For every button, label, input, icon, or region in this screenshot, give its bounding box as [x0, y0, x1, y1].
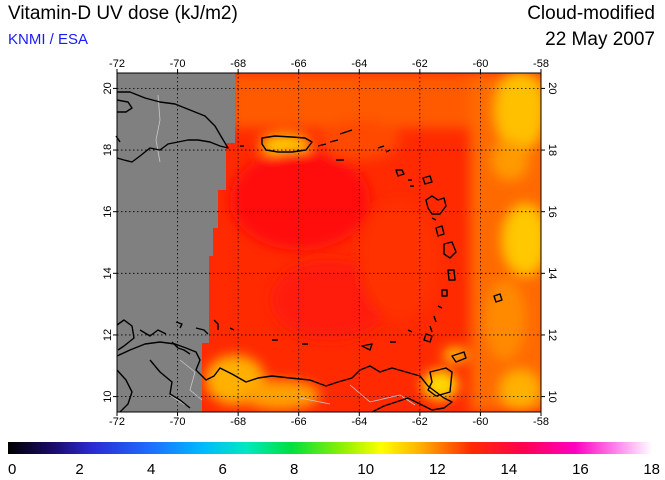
coast-dominica [435, 225, 445, 237]
colorbar-tick-label: 16 [572, 461, 589, 478]
lon-label-top: -64 [351, 58, 367, 70]
colorbar-tick-label: 12 [429, 461, 446, 478]
lon-label-top: -70 [170, 58, 186, 70]
coast-bonaire [213, 319, 219, 330]
lat-label-right: 12 [546, 329, 558, 341]
lon-label-top: -68 [230, 58, 246, 70]
coast-puerto-rico [261, 135, 313, 153]
country-borders [155, 94, 416, 406]
lat-lon-grid [117, 73, 541, 412]
map-title: Vitamin-D UV dose (kJ/m2) [8, 3, 238, 24]
colorbar-labels: 0 2 4 6 8 10 12 14 16 18 [8, 461, 660, 478]
lon-label-bottom: -72 [109, 416, 125, 428]
coast-trinidad [427, 367, 453, 397]
coast-martinique [443, 241, 457, 259]
coast-guadeloupe [425, 195, 447, 215]
lon-label-top: -58 [533, 58, 549, 70]
coast-margarita [361, 343, 373, 351]
coast-st-vincent [441, 289, 448, 297]
product-label: Cloud-modified [527, 3, 655, 24]
credit-label: KNMI / ESA [8, 31, 89, 48]
date-label: 22 May 2007 [545, 29, 655, 50]
lon-label-bottom: -66 [291, 416, 307, 428]
axis-tick-labels: -72 -72 -70 -70 -68 -68 -66 -66 -64 -64 -62 -62 -60 -… [102, 58, 558, 428]
lat-label-left: 10 [102, 390, 114, 402]
dose-field [117, 73, 541, 412]
lat-label-right: 14 [546, 267, 558, 279]
lon-label-top: -72 [109, 58, 125, 70]
lon-label-bottom: -62 [412, 416, 428, 428]
colorbar-tick-label: 10 [357, 461, 374, 478]
coast-virgin-islands [317, 129, 353, 161]
colorbar [8, 442, 652, 454]
lon-label-bottom: -70 [170, 416, 186, 428]
coast-grenada [423, 333, 433, 343]
lat-label-right: 10 [546, 390, 558, 402]
lat-label-left: 16 [102, 206, 114, 218]
coast-aruba [175, 321, 183, 329]
colorbar-tick-label: 6 [218, 461, 226, 478]
lon-label-top: -66 [291, 58, 307, 70]
lat-label-left: 14 [102, 267, 114, 279]
lat-label-left: 18 [102, 144, 114, 156]
dose-field-variation [205, 73, 541, 412]
colorbar-tick-label: 8 [290, 461, 298, 478]
lat-label-left: 12 [102, 329, 114, 341]
lon-label-bottom: -60 [472, 416, 488, 428]
coast-anguilla-stmartin [377, 145, 391, 153]
coast-tobago [451, 351, 467, 363]
colorbar-tick-label: 18 [643, 461, 660, 478]
lon-label-bottom: -58 [533, 416, 549, 428]
lat-label-right: 18 [546, 144, 558, 156]
coast-antigua [422, 175, 433, 185]
colorbar-tick-label: 0 [8, 461, 16, 478]
lat-label-left: 20 [102, 82, 114, 94]
lon-label-bottom: -64 [351, 416, 367, 428]
axis-ticks [113, 69, 545, 416]
colorbar-tick-label: 4 [147, 461, 155, 478]
lon-label-top: -62 [412, 58, 428, 70]
lat-label-right: 16 [546, 206, 558, 218]
coast-south-america [116, 319, 453, 413]
map-frame [116, 72, 542, 413]
coast-curacao [195, 327, 209, 335]
lon-label-bottom: -68 [230, 416, 246, 428]
colorbar-tick-label: 14 [501, 461, 518, 478]
coast-st-lucia [447, 269, 456, 281]
lon-label-top: -60 [472, 58, 488, 70]
colorbar-tick-label: 2 [75, 461, 83, 478]
no-data-region [117, 73, 235, 412]
coast-hispaniola [116, 91, 229, 163]
coastlines [115, 91, 503, 413]
lat-label-right: 20 [546, 82, 558, 94]
